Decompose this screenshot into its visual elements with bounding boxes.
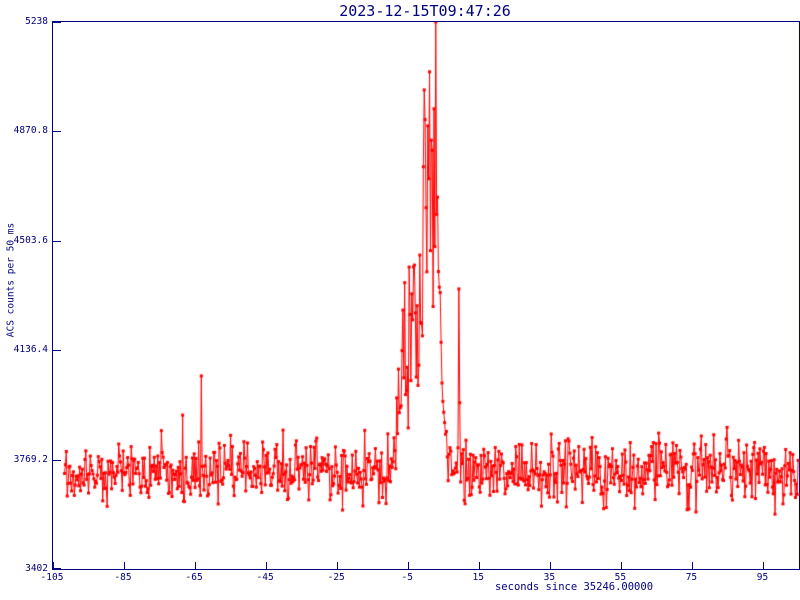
x-tick-label: -25 <box>327 572 345 583</box>
x-tick-mark <box>479 562 480 569</box>
x-tick-label: 95 <box>756 572 769 583</box>
x-tick-mark <box>195 562 196 569</box>
y-tick-mark <box>53 568 61 569</box>
x-tick-mark <box>763 562 764 569</box>
x-tick-mark <box>408 562 409 569</box>
x-tick-label: -5 <box>401 572 413 583</box>
x-tick-mark <box>692 562 693 569</box>
plot-frame <box>52 21 800 570</box>
x-tick-label: -65 <box>185 572 203 583</box>
y-tick-label: 3769.2 <box>13 453 48 465</box>
x-tick-label: 15 <box>472 572 484 583</box>
y-tick-mark <box>53 131 61 132</box>
x-tick-label: 35 <box>543 572 556 583</box>
x-tick-label: -105 <box>40 572 64 583</box>
x-axis-title: seconds since 35246.00000 <box>494 581 654 593</box>
x-tick-label: 55 <box>614 572 627 583</box>
y-tick-mark <box>53 460 61 461</box>
x-tick-mark <box>124 562 125 569</box>
plot-canvas <box>53 22 799 569</box>
y-tick-mark <box>53 350 61 351</box>
x-tick-mark <box>266 562 267 569</box>
y-tick-mark <box>53 241 61 242</box>
y-tick-label: 5238 <box>25 16 48 27</box>
chart-title: 2023-12-15T09:47:26 <box>339 2 511 20</box>
x-tick-mark <box>53 562 54 569</box>
y-tick-label: 4503.6 <box>13 234 48 246</box>
y-tick-label: 3402 <box>25 563 48 574</box>
x-tick-label: 75 <box>685 572 698 583</box>
x-tick-label: -85 <box>114 572 132 583</box>
x-tick-label: -45 <box>256 572 274 583</box>
y-tick-label: 4870.8 <box>13 125 48 137</box>
x-tick-mark <box>337 562 338 569</box>
x-tick-mark <box>550 562 551 569</box>
y-tick-label: 4136.4 <box>13 344 48 356</box>
y-tick-mark <box>53 22 61 23</box>
x-tick-mark <box>621 562 622 569</box>
